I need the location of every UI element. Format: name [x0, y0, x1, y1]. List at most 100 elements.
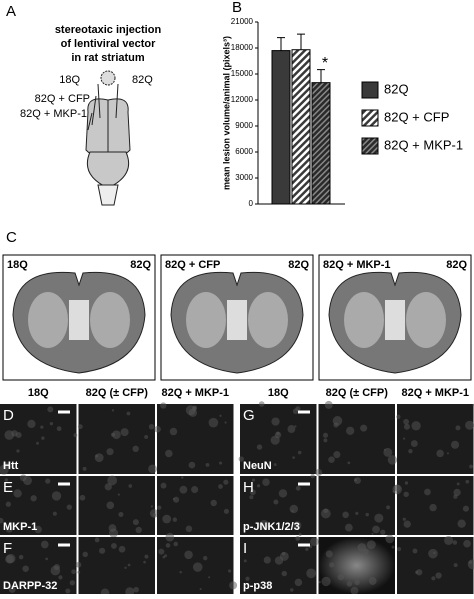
texture — [94, 453, 104, 463]
texture — [366, 540, 376, 550]
texture — [469, 464, 473, 469]
texture — [133, 586, 139, 593]
texture — [218, 461, 223, 465]
texture — [124, 566, 127, 570]
texture — [323, 438, 328, 443]
texture — [203, 555, 208, 561]
texture — [371, 532, 374, 535]
texture — [411, 421, 421, 431]
texture — [158, 548, 165, 555]
texture — [258, 401, 265, 407]
texture — [347, 461, 351, 465]
texture — [273, 463, 277, 467]
texture — [127, 563, 131, 567]
brain-drawing — [85, 70, 131, 206]
y-axis-label: mean lesion volume/animal (pixels³) — [221, 36, 231, 190]
texture — [65, 588, 71, 594]
striatum — [186, 292, 226, 348]
texture — [22, 565, 29, 572]
texture — [380, 529, 386, 535]
texture — [396, 414, 401, 419]
texture — [404, 481, 409, 485]
texture — [429, 503, 437, 512]
ventricle — [69, 300, 89, 340]
texture — [315, 468, 323, 476]
y-tick-label: 9000 — [235, 121, 253, 130]
texture — [387, 455, 398, 465]
texture — [111, 409, 115, 412]
texture — [77, 424, 83, 430]
error-bar — [297, 33, 305, 50]
texture — [169, 427, 178, 436]
texture — [372, 525, 380, 534]
texture — [274, 431, 282, 439]
image-label: 82Q — [446, 259, 467, 271]
texture — [188, 461, 196, 469]
texture — [353, 478, 357, 482]
texture — [431, 576, 436, 581]
texture — [456, 482, 460, 486]
texture — [428, 548, 438, 559]
texture — [332, 416, 343, 426]
texture — [273, 499, 279, 505]
column-header: 18Q — [268, 387, 289, 399]
texture — [228, 569, 232, 573]
texture — [172, 517, 178, 522]
texture — [392, 484, 403, 495]
ventricle — [385, 300, 405, 340]
texture — [249, 489, 256, 496]
texture — [179, 570, 182, 574]
texture — [325, 550, 333, 558]
texture — [223, 479, 229, 485]
legend-swatch — [361, 81, 379, 99]
texture — [408, 448, 413, 454]
texture — [251, 478, 256, 482]
bar — [271, 50, 291, 205]
column-header: 18Q — [28, 387, 49, 399]
row-label: E — [3, 479, 13, 496]
texture — [165, 532, 175, 542]
texture — [160, 482, 167, 489]
texture — [453, 488, 461, 497]
texture — [208, 417, 219, 428]
micrograph — [397, 404, 474, 474]
texture — [172, 497, 176, 501]
image-label: 18Q — [7, 259, 28, 271]
texture — [433, 551, 436, 555]
texture — [245, 576, 250, 581]
micrograph — [0, 404, 77, 474]
texture — [294, 425, 297, 428]
texture — [165, 543, 171, 548]
texture — [218, 484, 223, 489]
texture — [295, 536, 301, 541]
striatum — [28, 292, 68, 348]
texture — [173, 541, 179, 547]
texture — [412, 548, 418, 554]
ventricle — [227, 300, 247, 340]
texture — [69, 580, 76, 586]
row-label: D — [3, 407, 14, 424]
micrograph — [240, 476, 317, 535]
marker-label: MKP-1 — [3, 521, 37, 533]
texture — [295, 406, 301, 412]
texture — [295, 485, 301, 491]
texture — [435, 572, 442, 579]
texture — [281, 552, 286, 556]
texture — [118, 545, 126, 553]
texture — [66, 504, 73, 510]
texture — [238, 456, 244, 462]
texture — [337, 574, 345, 581]
texture — [5, 501, 12, 507]
texture — [192, 562, 203, 572]
micrograph — [397, 537, 474, 594]
texture — [271, 417, 280, 426]
texture — [13, 489, 22, 498]
image-label: 82Q + CFP — [165, 259, 220, 271]
texture — [410, 440, 418, 448]
texture — [457, 519, 466, 528]
texture — [150, 505, 154, 508]
texture — [210, 499, 217, 507]
texture — [243, 559, 247, 563]
texture — [164, 554, 168, 558]
texture — [135, 526, 142, 534]
